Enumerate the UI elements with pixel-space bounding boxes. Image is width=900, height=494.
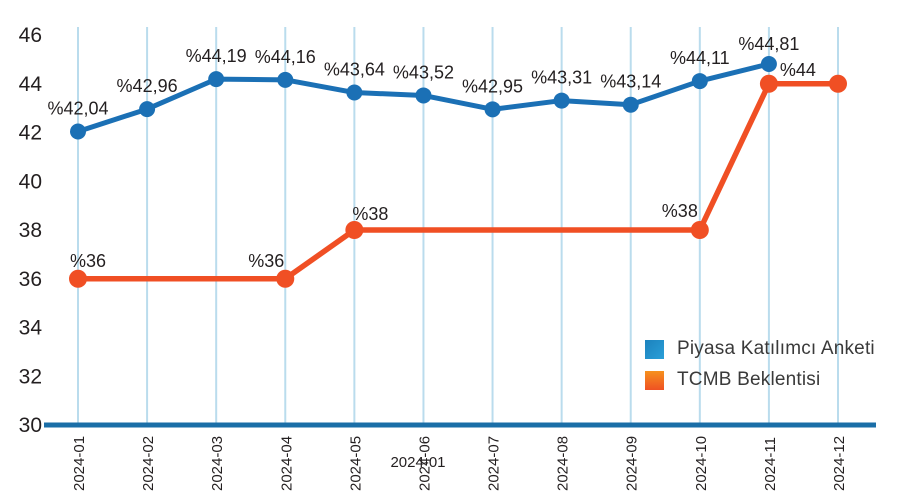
data-point-label: %43,52 xyxy=(393,62,454,82)
legend-item-piyasa: Piyasa Katılımcı Anketi xyxy=(645,338,875,360)
x-tick-label: 2024-09 xyxy=(624,436,641,491)
data-point-label: %36 xyxy=(248,251,284,271)
x-tick-label: 2024-05 xyxy=(347,436,364,491)
data-point-marker xyxy=(276,269,295,288)
x-tick-label: 2024-04 xyxy=(278,436,295,491)
y-tick-label: 30 xyxy=(19,414,42,437)
legend-label-tcmb: TCMB Beklentisi xyxy=(677,369,821,390)
data-point-label: %42,96 xyxy=(117,76,178,96)
data-point-marker xyxy=(622,96,639,113)
data-point-label: %43,64 xyxy=(324,60,385,80)
y-tick-label: 32 xyxy=(19,365,42,388)
legend-swatch-blue xyxy=(645,339,664,359)
legend-item-tcmb: TCMB Beklentisi xyxy=(645,369,875,391)
x-axis-extra-label: 2024-01 xyxy=(390,454,445,471)
data-point-marker xyxy=(760,56,777,73)
data-point-marker xyxy=(70,123,86,140)
data-point-label: %43,31 xyxy=(531,68,592,88)
data-point-label: %44,16 xyxy=(255,47,316,67)
legend-label-piyasa: Piyasa Katılımcı Anketi xyxy=(677,338,875,359)
data-point-marker xyxy=(345,221,364,239)
data-point-label: %44,11 xyxy=(670,48,730,68)
x-tick-label: 2024-08 xyxy=(555,436,572,491)
legend-swatch-orange xyxy=(645,370,664,390)
y-tick-label: 42 xyxy=(19,122,42,145)
series-line-tcmb xyxy=(78,81,838,282)
data-point-marker xyxy=(484,101,501,118)
data-point-label: %38 xyxy=(352,204,388,224)
x-tick-label: 2024-11 xyxy=(762,437,779,491)
y-tick-label: 34 xyxy=(19,317,43,340)
data-point-label: %42,95 xyxy=(462,76,523,96)
data-point-label: %36 xyxy=(70,251,106,271)
data-point-marker xyxy=(691,73,708,90)
data-point-marker xyxy=(69,269,87,288)
x-tick-label: 2024-01 xyxy=(71,436,88,491)
x-tick-label: 2024-06 xyxy=(416,436,433,491)
data-point-label: %44,19 xyxy=(186,46,247,66)
data-point-label: %43,14 xyxy=(600,72,661,92)
data-point-marker xyxy=(415,87,432,104)
y-tick-label: 46 xyxy=(19,24,42,47)
data-point-marker xyxy=(829,74,847,93)
x-tick-label: 2024-07 xyxy=(486,436,503,491)
data-point-marker xyxy=(759,74,778,93)
data-point-marker xyxy=(346,84,363,101)
y-tick-label: 36 xyxy=(19,268,42,291)
data-point-label: %44 xyxy=(780,60,816,80)
data-point-marker xyxy=(208,71,225,88)
data-point-marker xyxy=(139,101,156,118)
x-tick-label: 2024-10 xyxy=(693,436,710,491)
data-point-label: %38 xyxy=(662,201,698,221)
chart-legend: Piyasa Katılımcı Anketi TCMB Beklentisi xyxy=(645,338,875,391)
data-point-marker xyxy=(277,71,294,88)
x-tick-label: 2024-12 xyxy=(831,436,848,491)
y-tick-label: 40 xyxy=(19,170,42,193)
y-tick-label: 38 xyxy=(19,219,42,242)
data-point-marker xyxy=(690,221,709,239)
y-tick-label: 44 xyxy=(19,73,43,96)
data-point-marker xyxy=(553,92,570,109)
x-tick-label: 2024-03 xyxy=(209,436,226,491)
data-point-label: %44,81 xyxy=(738,34,799,54)
x-tick-label: 2024-02 xyxy=(140,436,157,491)
data-point-label: %42,04 xyxy=(47,99,108,119)
